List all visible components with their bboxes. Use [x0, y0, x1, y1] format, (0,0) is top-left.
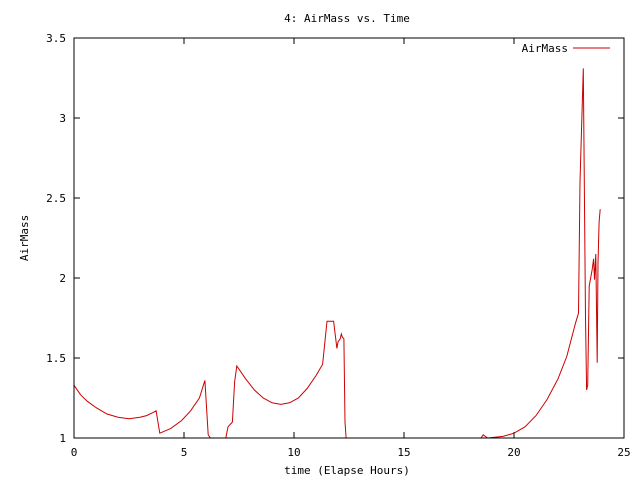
- x-tick-label: 20: [507, 446, 520, 459]
- y-tick-label: 3.5: [46, 32, 66, 45]
- x-tick-label: 0: [71, 446, 78, 459]
- y-tick-label: 2.5: [46, 192, 66, 205]
- legend: AirMass: [522, 42, 610, 55]
- series-line-airmass: [73, 68, 601, 439]
- y-axis-label: AirMass: [18, 215, 31, 261]
- x-tick-label: 10: [287, 446, 300, 459]
- y-tick-label: 2: [59, 272, 66, 285]
- legend-label: AirMass: [522, 42, 568, 55]
- chart-title: 4: AirMass vs. Time: [284, 12, 410, 25]
- plot-lines: [73, 68, 601, 439]
- x-tick-label: 15: [397, 446, 410, 459]
- y-tick-label: 1: [59, 432, 66, 445]
- x-tick-label: 5: [181, 446, 188, 459]
- y-tick-label: 1.5: [46, 352, 66, 365]
- x-axis-label: time (Elapse Hours): [284, 464, 410, 477]
- y-tick-label: 3: [59, 112, 66, 125]
- plot-frame: [73, 37, 625, 439]
- x-tick-label: 25: [617, 446, 630, 459]
